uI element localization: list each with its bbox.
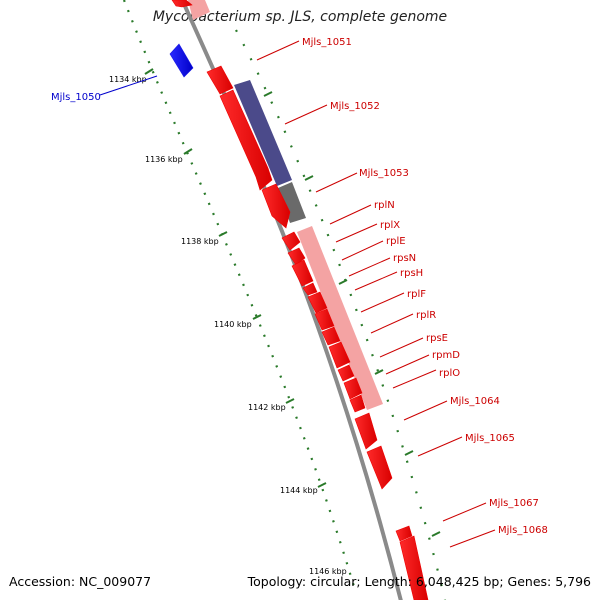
feature-block-gray — [278, 182, 306, 223]
leader-mjls-1053 — [315, 172, 358, 193]
ruler-tick-label-1136: 1136 kbp — [145, 155, 183, 164]
gene-arrow-mjls-1051[interactable] — [206, 65, 234, 95]
gene-arrow-top[interactable] — [171, 0, 193, 8]
leader-rple — [341, 240, 384, 261]
gene-label-mjls-1050[interactable]: Mjls_1050 — [51, 92, 101, 103]
ruler-inner-tick-d — [374, 369, 384, 375]
leader-rpsn — [348, 257, 391, 277]
ruler-inner-tick-b — [304, 175, 314, 181]
ruler-tick-1142 — [285, 398, 295, 404]
gene-label-rplo[interactable]: rplO — [439, 368, 460, 379]
gene-arrow-rple[interactable] — [291, 259, 314, 287]
gene-label-mjls-1053[interactable]: Mjls_1053 — [359, 168, 409, 179]
gene-label-rpse[interactable]: rpsE — [426, 333, 448, 344]
gene-label-rple[interactable]: rplE — [386, 236, 406, 247]
gene-label-rpmd[interactable]: rpmD — [432, 350, 460, 361]
gene-label-mjls-1051[interactable]: Mjls_1051 — [302, 37, 352, 48]
gene-arrow-mjls-1065[interactable] — [366, 445, 393, 490]
leader-rplr — [370, 313, 414, 334]
gene-label-rpsh[interactable]: rpsH — [400, 268, 423, 279]
gene-label-rpsn[interactable]: rpsN — [393, 253, 416, 264]
gene-label-rplf[interactable]: rplF — [407, 289, 426, 300]
gene-arrow-mjls-1064[interactable] — [354, 412, 378, 450]
ruler-tick-1144 — [317, 482, 327, 488]
gene-label-rplx[interactable]: rplX — [380, 220, 400, 231]
gene-arrow-rplo-tail[interactable] — [349, 394, 366, 413]
feature-block-pink-ribosomal — [297, 226, 383, 410]
gene-arrow-rpse[interactable] — [328, 341, 351, 369]
ruler-tick-1138 — [218, 231, 228, 237]
leader-rpse — [379, 337, 424, 358]
gene-label-mjls-1064[interactable]: Mjls_1064 — [450, 396, 500, 407]
gene-arrow-mjls-1053[interactable] — [261, 183, 291, 229]
gene-arrow-mjls-1068[interactable] — [399, 535, 429, 600]
gene-arrow-mjls-1050[interactable] — [169, 43, 194, 78]
leader-rpsh — [354, 271, 398, 291]
ruler-inner-tick-e — [404, 450, 414, 456]
ruler-tick-label-1146: 1146 kbp — [309, 567, 347, 576]
gene-arrow-rpmd[interactable] — [337, 364, 355, 382]
ruler-tick-label-1142: 1142 kbp — [248, 403, 286, 412]
gene-arrow-rpsh[interactable] — [307, 291, 328, 314]
map-title: Mycobacterium sp. JLS, complete genome — [152, 9, 448, 25]
gene-label-rpln[interactable]: rplN — [374, 200, 395, 211]
gene-arrow-rpln[interactable] — [281, 231, 301, 251]
topology-text: Topology: circular; Length: 6,048,425 bp… — [247, 574, 591, 589]
ruler-inner-tick-f — [431, 531, 441, 537]
leader-rplf — [360, 292, 405, 313]
ruler-tick-label-1134: 1134 kbp — [109, 75, 147, 84]
gene-label-mjls-1052[interactable]: Mjls_1052 — [330, 101, 380, 112]
gene-label-mjls-1067[interactable]: Mjls_1067 — [489, 498, 539, 509]
leader-rpln — [329, 204, 372, 225]
gene-label-rplr[interactable]: rplR — [416, 310, 436, 321]
gene-arrow-rpsn[interactable] — [302, 282, 318, 296]
ruler-tick-1136 — [183, 148, 193, 155]
ruler-tick-1140 — [252, 314, 262, 320]
ruler-tick-label-1144: 1144 kbp — [280, 486, 318, 495]
gene-arrow-mjls-1052[interactable] — [219, 89, 273, 191]
leader-mjls-1050 — [99, 75, 158, 96]
ruler-inner-tick-a — [263, 91, 273, 97]
feature-block-purple — [234, 80, 292, 186]
leader-rplo — [392, 369, 437, 389]
leader-mjls-1051 — [256, 40, 300, 61]
leader-mjls-1052 — [284, 104, 328, 125]
gene-arrow-rplr[interactable] — [321, 326, 341, 346]
gene-arrow-mjls-1067[interactable] — [395, 525, 413, 542]
leader-rplx — [335, 223, 378, 243]
leader-mjls-1068 — [449, 529, 496, 548]
ruler-tick-label-1140: 1140 kbp — [214, 320, 252, 329]
leader-rpmd — [385, 354, 430, 375]
gene-label-mjls-1065[interactable]: Mjls_1065 — [465, 433, 515, 444]
ruler-tick-1134 — [144, 68, 154, 75]
gene-label-mjls-1068[interactable]: Mjls_1068 — [498, 525, 548, 536]
gene-arrow-rplo[interactable] — [343, 377, 363, 400]
gene-arrow-rplf[interactable] — [314, 308, 335, 331]
genome-backbone — [180, 0, 403, 600]
ruler-inner-dotted — [235, 29, 447, 600]
ruler-tick-label-1138: 1138 kbp — [181, 237, 219, 246]
leader-mjls-1067 — [442, 502, 487, 522]
accession-text: Accession: NC_009077 — [9, 574, 152, 589]
feature-block-pink-top — [188, 0, 210, 20]
leader-mjls-1065 — [417, 436, 463, 457]
gene-arrow-rplx[interactable] — [287, 247, 306, 266]
leader-mjls-1064 — [403, 400, 448, 421]
ruler-inner-tick-c — [338, 279, 348, 285]
